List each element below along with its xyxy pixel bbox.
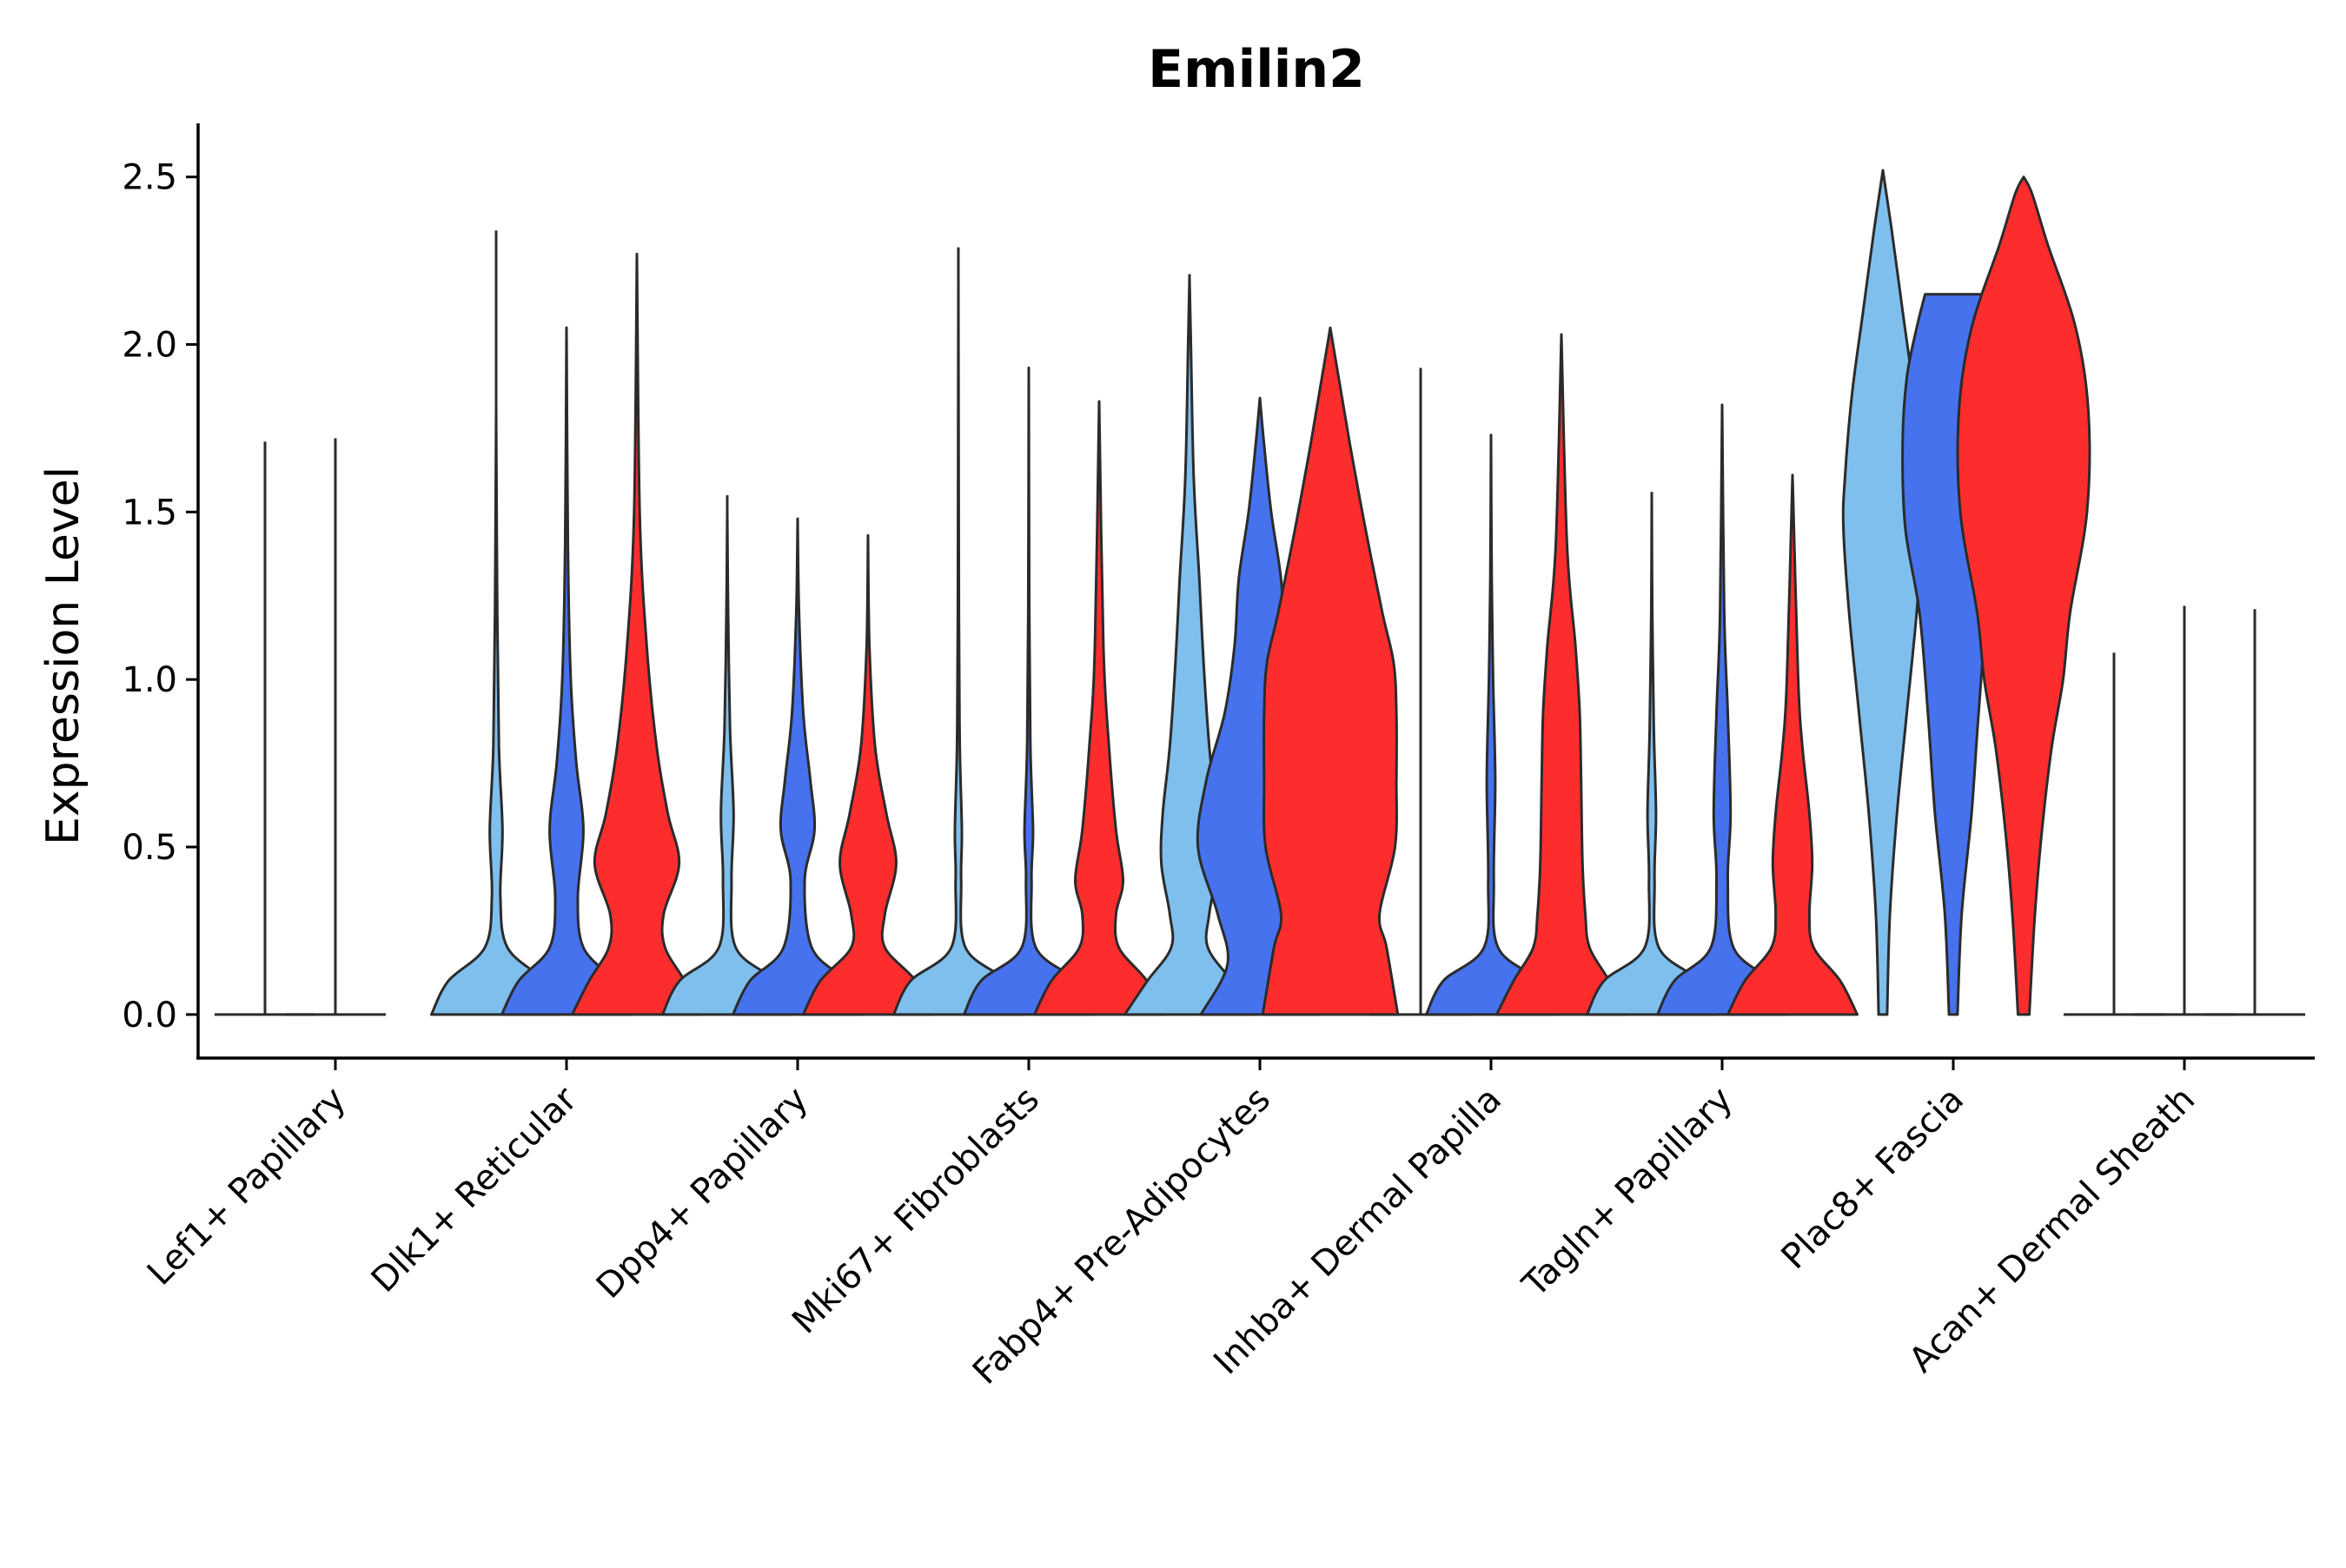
x-tick-label: Dlk1+ Reticular [364, 1079, 586, 1300]
violin [1425, 433, 1557, 1016]
violin [571, 252, 703, 1016]
y-tick-label: 1.0 [122, 660, 177, 700]
y-tick-label: 0.5 [122, 828, 177, 868]
x-tick-label: Mki67+ Fibroblasts [785, 1080, 1047, 1342]
violin [500, 326, 633, 1016]
violin [1033, 400, 1165, 1016]
x-tick-label: Plac8+ Fascia [1774, 1080, 1972, 1278]
violin [1656, 403, 1788, 1016]
y-tick-label: 1.5 [122, 493, 177, 533]
violin-layer [215, 169, 2305, 1016]
x-tick-label: Dpp4+ Papillary [589, 1080, 816, 1307]
x-tick-label: Tagln+ Papillary [1514, 1080, 1740, 1306]
violin [732, 517, 864, 1016]
violin [430, 410, 562, 1016]
chart-title: Emilin2 [1148, 39, 1365, 100]
violin [963, 367, 1095, 1016]
y-tick-label: 2.0 [122, 326, 177, 366]
y-axis-label: Expression Level [37, 466, 89, 845]
x-tick-label: Lef1+ Papillary [140, 1080, 354, 1293]
violin [1726, 473, 1859, 1016]
x-ticks: Lef1+ Papillary Dlk1+ Reticular Dpp4+ Papi… [140, 1058, 2203, 1393]
y-ticks: 0.0 0.5 1.0 1.5 2.0 2.5 [122, 158, 198, 1035]
y-tick-label: 0.0 [122, 996, 177, 1035]
violin [892, 275, 1024, 1016]
violin [1586, 493, 1718, 1016]
y-tick-label: 2.5 [122, 158, 177, 198]
axes [196, 123, 2315, 1060]
violin [1956, 175, 2091, 1016]
violin [1261, 326, 1400, 1016]
violin [1495, 333, 1627, 1016]
violin [661, 510, 793, 1016]
violin [802, 533, 934, 1016]
violin [1841, 169, 1925, 1016]
